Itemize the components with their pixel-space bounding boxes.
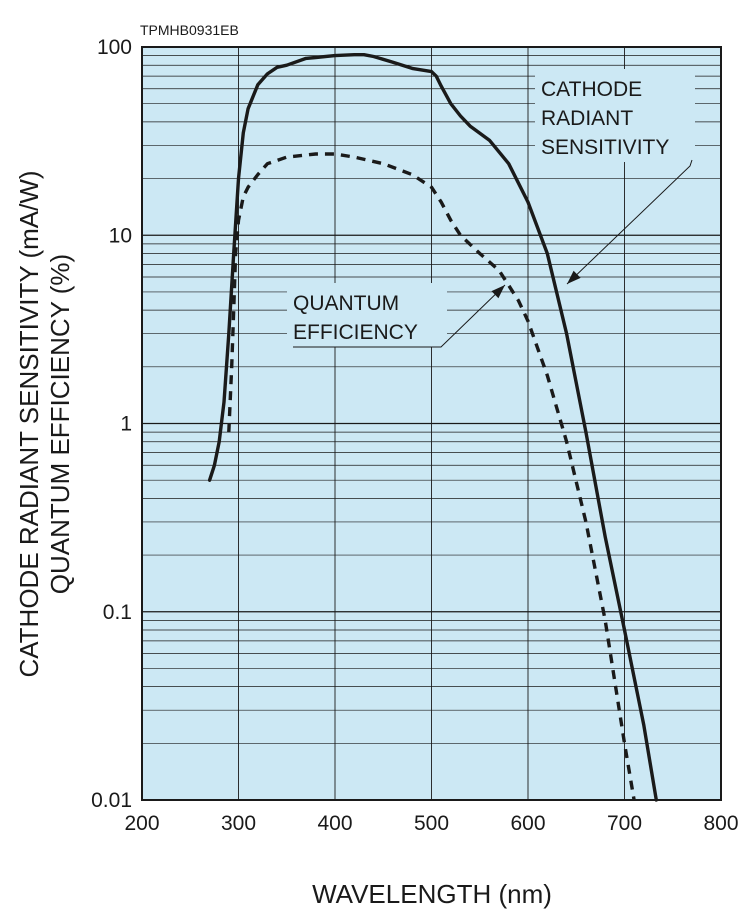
series-lines: [207, 53, 658, 802]
x-tick-label: 600: [510, 812, 545, 835]
figure-code: TPMHB0931EB: [140, 22, 239, 38]
quantum-efficiency-leader-line: [293, 284, 506, 348]
cathode-radiant-sensitivity-arrowhead: [567, 270, 581, 284]
x-tick-label: 500: [414, 812, 449, 835]
x-tick-labels: 200 300 400 500 600 700 800: [124, 812, 738, 835]
x-axis-title: WAVELENGTH (nm): [312, 879, 552, 909]
quantum-efficiency-label-bg: [287, 283, 447, 347]
quantum-efficiency-curve: [227, 152, 636, 801]
cathode-radiant-sensitivity-label-line: CATHODE: [541, 78, 642, 101]
x-tick-label: 200: [124, 812, 159, 835]
y-tick-label: 1: [120, 413, 132, 436]
x-tick-label: 700: [607, 812, 642, 835]
x-tick-label: 800: [703, 812, 738, 835]
cathode-radiant-sensitivity-curve: [207, 53, 658, 802]
x-tick-label: 400: [317, 812, 352, 835]
y-tick-label: 10: [109, 224, 132, 247]
y-axis-title-line-1: CATHODE RADIANT SENSITIVITY (mA/W): [14, 170, 44, 677]
quantum-efficiency-arrowhead: [491, 285, 505, 299]
y-tick-label: 0.1: [103, 601, 132, 624]
plot-frame: [141, 46, 722, 801]
cathode-radiant-sensitivity-leader-line: [566, 159, 693, 285]
cathode-radiant-sensitivity-label-line: RADIANT: [541, 107, 633, 130]
y-axis-title-line-2: QUANTUM EFFICIENCY (%): [45, 254, 75, 594]
quantum-efficiency-label-line: EFFICIENCY: [293, 321, 418, 344]
quantum-efficiency-label-line: QUANTUM: [293, 292, 399, 315]
grid-lines: [141, 47, 722, 801]
cathode-radiant-sensitivity-label-line: SENSITIVITY: [541, 136, 669, 159]
y-tick-labels: 0.01 0.1 1 10 100: [91, 36, 132, 812]
x-tick-label: 300: [221, 812, 256, 835]
y-tick-label: 0.01: [91, 789, 132, 812]
y-tick-label: 100: [97, 36, 132, 59]
series-annotations: CATHODE RADIANT SENSITIVITY QUANTUM EFFICIEN…: [287, 69, 695, 348]
cathode-radiant-sensitivity-label-bg: [535, 69, 695, 162]
